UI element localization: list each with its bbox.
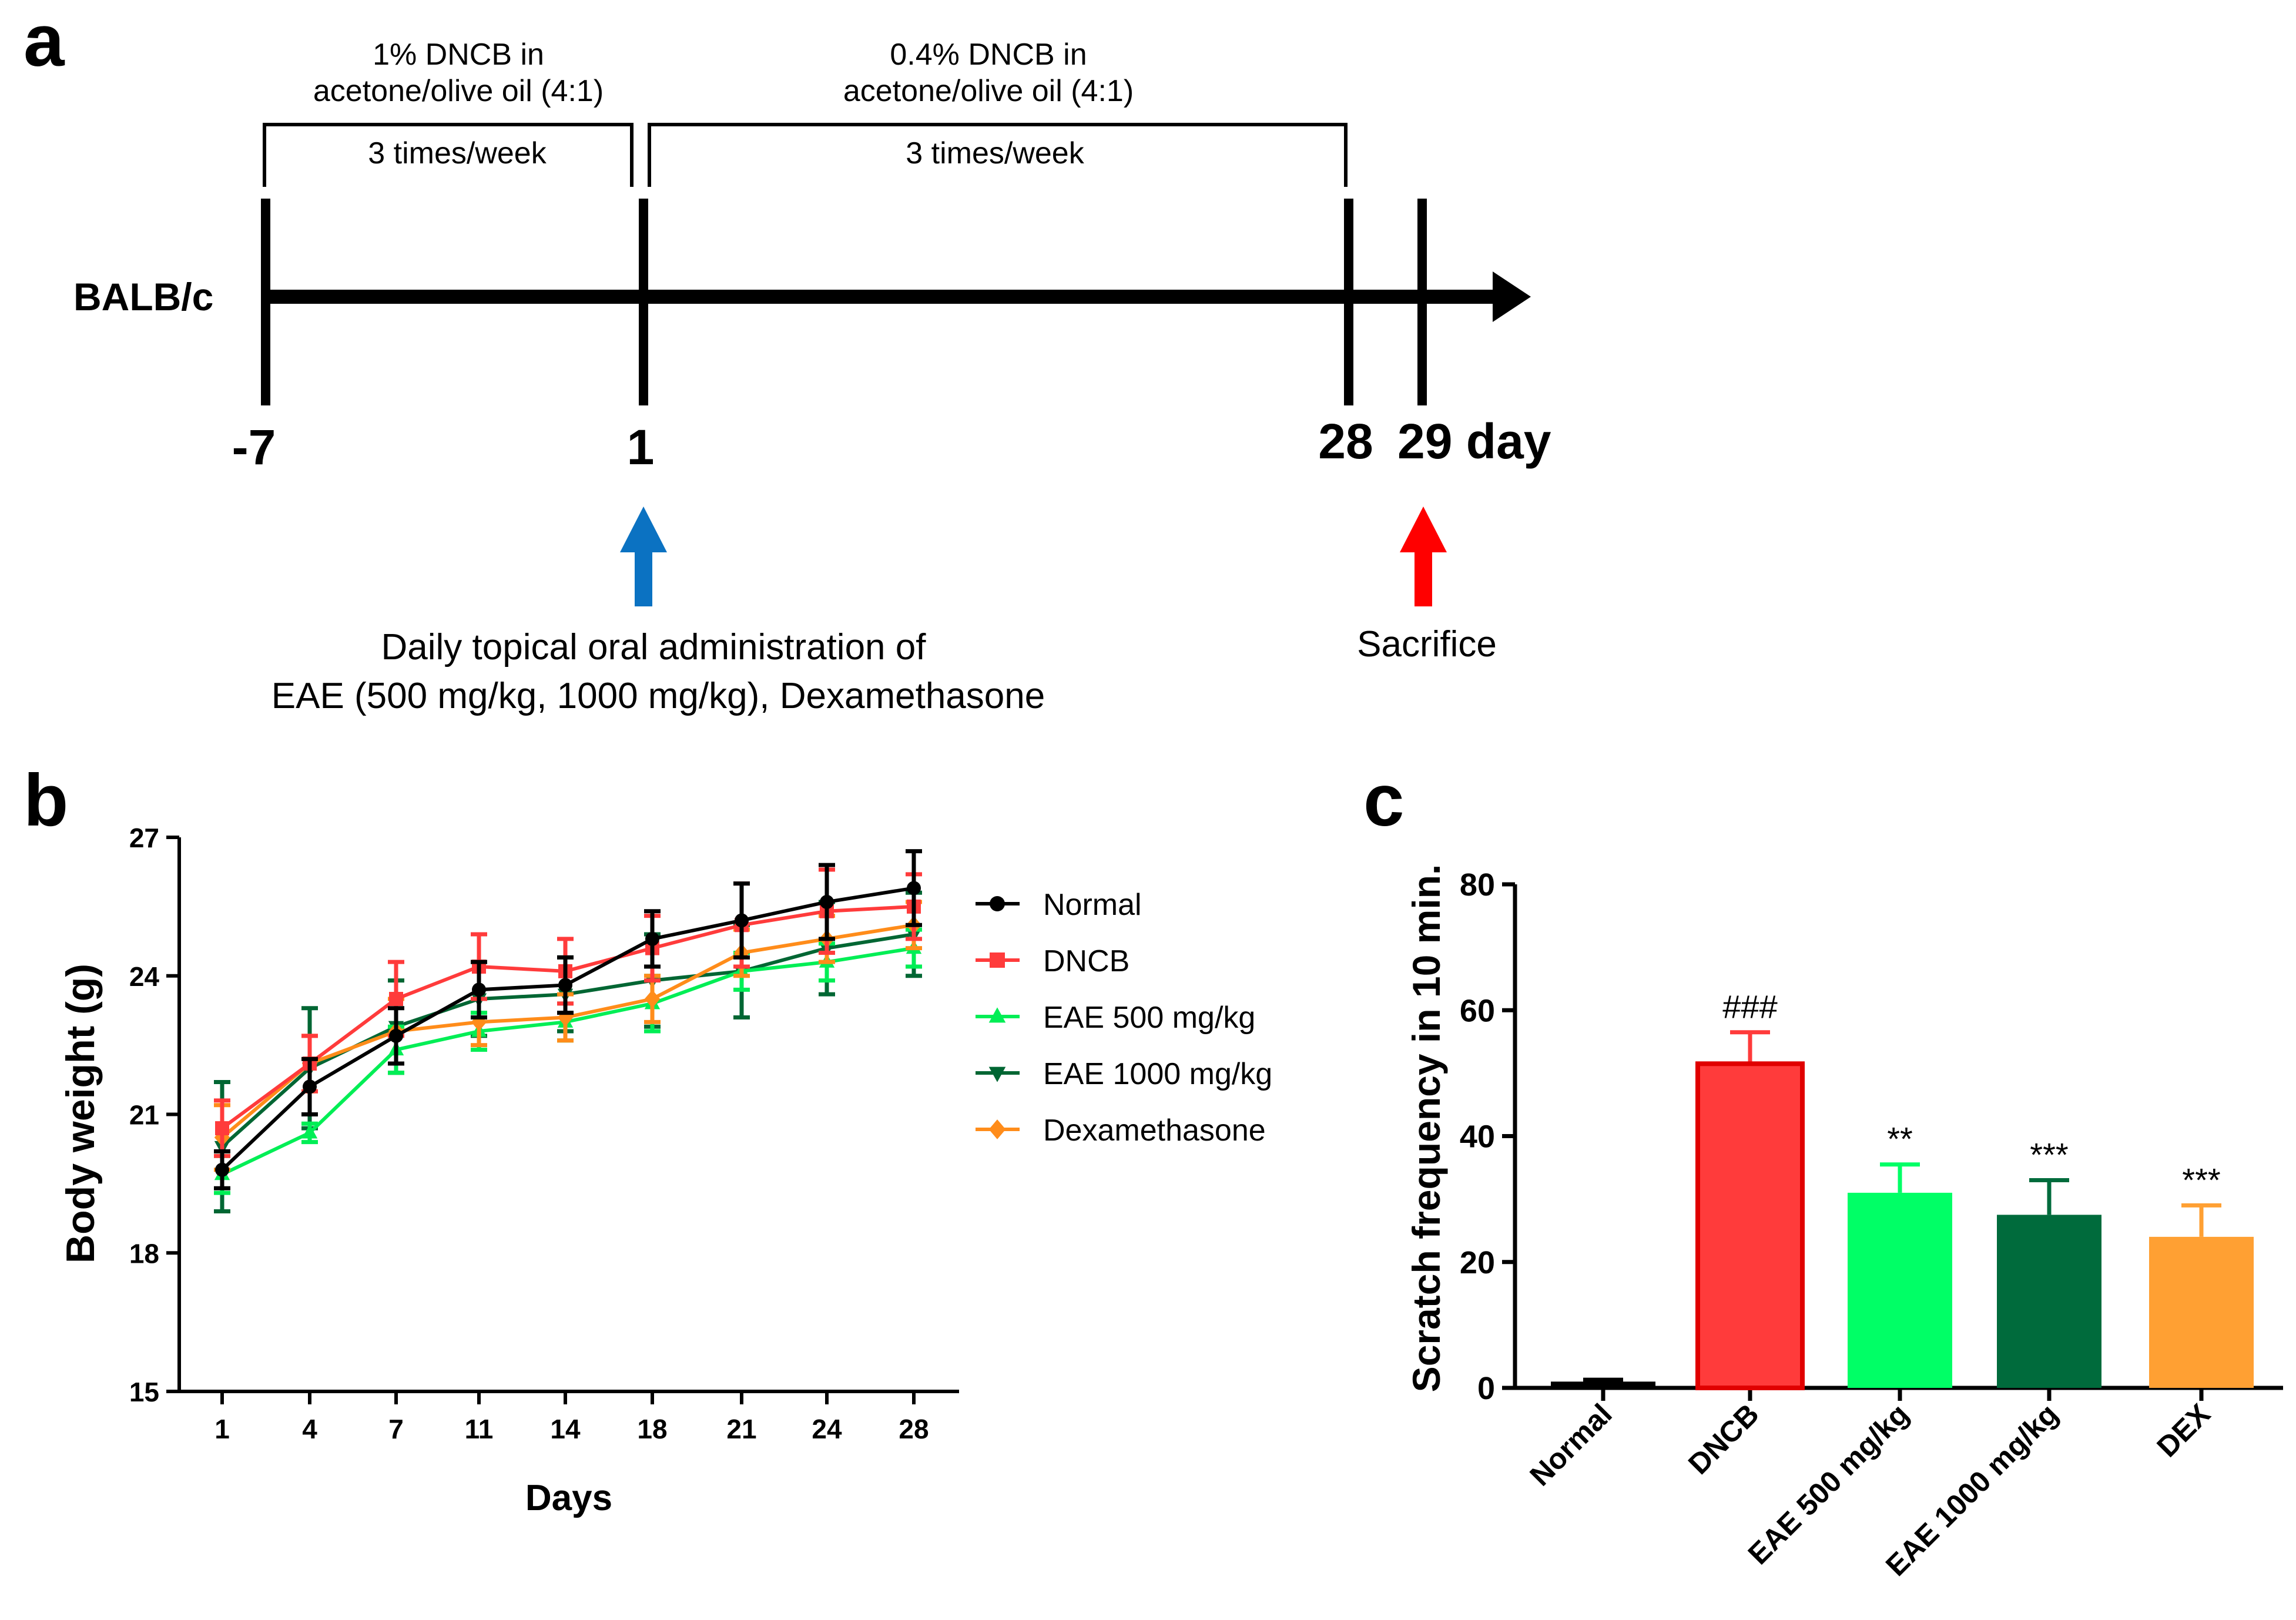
day-label-28: 28 xyxy=(1318,414,1373,469)
phase1-frequency: 3 times/week xyxy=(368,136,547,170)
data-point xyxy=(644,990,661,1008)
panel-b-xlabel: Days xyxy=(525,1478,612,1518)
b-x-tick-label: 18 xyxy=(637,1414,667,1444)
data-point xyxy=(907,881,921,895)
data-point xyxy=(472,982,486,997)
significance-label: *** xyxy=(2182,1161,2220,1198)
c-x-tick-label: EAE 500 mg/kg xyxy=(1742,1397,1915,1571)
data-point xyxy=(303,1079,317,1094)
b-x-tick-label: 1 xyxy=(214,1414,230,1444)
panel-a: a 1% DNCB in acetone/olive oil (4:1) 3 t… xyxy=(24,0,1551,716)
legend-marker xyxy=(988,1007,1006,1023)
legend-marker xyxy=(988,1066,1006,1082)
c-x-tick-label: DEX xyxy=(2150,1397,2216,1463)
panel-a-label: a xyxy=(24,0,65,82)
data-point xyxy=(558,978,572,992)
panel-b-series xyxy=(214,849,922,1214)
b-x-tick-label: 14 xyxy=(550,1414,581,1444)
panel-c-ylabel: Scratch frequency in 10 min. xyxy=(1405,864,1448,1393)
b-y-tick-label: 21 xyxy=(129,1100,159,1131)
series-dexamethasone xyxy=(214,900,922,1172)
b-y-tick-label: 18 xyxy=(129,1238,159,1269)
c-x-tick-label: DNCB xyxy=(1682,1397,1765,1481)
b-y-tick-label: 27 xyxy=(129,823,159,853)
bar-eae-1000-mg-kg xyxy=(1997,1215,2101,1388)
c-x-tick-label: Normal xyxy=(1523,1397,1618,1492)
panel-b-legend: Normal DNCB EAE 500 mg/kg EAE 1000 mg/kg Dex… xyxy=(976,888,1272,1148)
data-point xyxy=(820,895,834,910)
bar-dex xyxy=(2149,1236,2254,1388)
legend-marker xyxy=(990,952,1005,968)
phase1-line1: 1% DNCB in xyxy=(373,38,544,72)
phase1-bracket xyxy=(263,123,634,187)
phase2-bracket xyxy=(648,123,1348,187)
sacrifice-arrow xyxy=(1400,507,1447,606)
bar-dncb xyxy=(1695,1061,1805,1390)
day-label-1: 1 xyxy=(627,420,655,475)
day-label-29: 29 day xyxy=(1397,414,1551,469)
series-normal xyxy=(214,849,922,1190)
legend-label: Normal xyxy=(1043,888,1142,922)
legend-label: Dexamethasone xyxy=(1043,1113,1266,1148)
b-x-tick-label: 7 xyxy=(388,1414,404,1444)
data-point xyxy=(389,992,403,1007)
data-point xyxy=(389,1028,403,1043)
legend-label: EAE 1000 mg/kg xyxy=(1043,1057,1272,1091)
phase1-line2: acetone/olive oil (4:1) xyxy=(313,74,604,108)
panel-b-ylabel: Body weight (g) xyxy=(58,964,103,1263)
c-y-tick-label: 40 xyxy=(1460,1119,1495,1155)
panel-c-bars: ###** ****** xyxy=(1551,988,2254,1390)
data-point xyxy=(215,1121,229,1136)
c-y-tick-label: 0 xyxy=(1477,1371,1495,1406)
b-x-tick-label: 11 xyxy=(465,1414,494,1444)
c-y-tick-label: 20 xyxy=(1460,1245,1495,1280)
c-y-tick-label: 80 xyxy=(1460,867,1495,903)
c-y-tick-label: 60 xyxy=(1460,993,1495,1028)
data-point xyxy=(735,913,749,928)
b-x-tick-label: 28 xyxy=(899,1414,929,1444)
sacrifice-label: Sacrifice xyxy=(1357,624,1497,665)
b-y-tick-label: 15 xyxy=(129,1377,159,1407)
bar-eae-500-mg-kg xyxy=(1848,1192,1952,1388)
significance-label: ### xyxy=(1722,988,1777,1025)
phase2-frequency: 3 times/week xyxy=(906,136,1084,170)
legend-label: DNCB xyxy=(1043,944,1129,978)
strain-label: BALB/c xyxy=(73,275,213,318)
data-point xyxy=(645,931,659,946)
series-line xyxy=(220,886,914,1171)
phase2-line2: acetone/olive oil (4:1) xyxy=(843,74,1134,108)
bar-normal xyxy=(1551,1381,1655,1388)
data-point xyxy=(215,1162,229,1177)
timeline-arrowhead xyxy=(1493,271,1531,322)
significance-label: ** xyxy=(1887,1121,1913,1158)
legend-label: EAE 500 mg/kg xyxy=(1043,1001,1255,1035)
panel-b-label: b xyxy=(24,760,68,841)
significance-label: *** xyxy=(2030,1136,2068,1173)
treatment-line2: EAE (500 mg/kg, 1000 mg/kg), Dexamethaso… xyxy=(272,676,1045,716)
panel-c-label: c xyxy=(1363,760,1405,841)
data-point xyxy=(301,1124,318,1139)
legend-marker xyxy=(990,896,1005,911)
legend-marker xyxy=(988,1119,1006,1139)
b-x-tick-label: 4 xyxy=(302,1414,317,1444)
b-x-tick-label: 21 xyxy=(726,1414,756,1444)
treatment-line1: Daily topical oral administration of xyxy=(381,627,927,668)
day-label-minus7: -7 xyxy=(232,420,276,475)
b-x-tick-label: 24 xyxy=(812,1414,842,1444)
b-y-tick-label: 24 xyxy=(129,961,160,992)
phase2-line1: 0.4% DNCB in xyxy=(890,38,1087,72)
treatment-arrow xyxy=(620,507,667,606)
